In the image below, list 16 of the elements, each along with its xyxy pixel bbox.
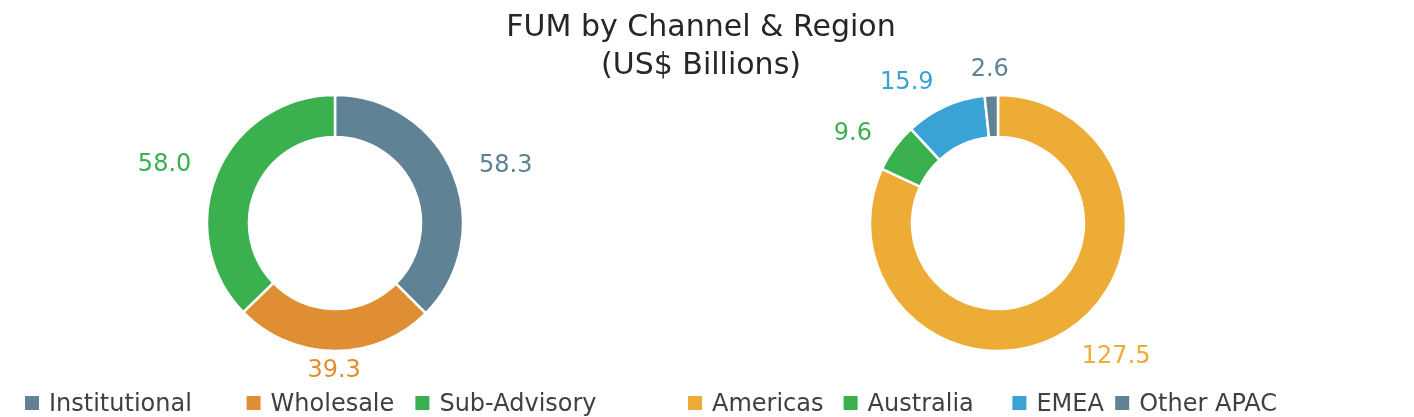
legend-label: EMEA [1036, 389, 1105, 417]
legend-label: Institutional [49, 389, 192, 417]
legend-label: Sub-Advisory [439, 389, 597, 417]
data-label: 2.6 [970, 53, 1009, 82]
legend-label: Australia [867, 389, 974, 417]
data-label: 15.9 [880, 67, 934, 96]
data-label: 58.0 [137, 148, 192, 177]
data-label: 58.3 [479, 149, 533, 178]
text: FUM by Channel & Region [506, 8, 896, 43]
legend-label: Other APAC [1139, 389, 1278, 417]
data-label: 39.3 [307, 355, 361, 384]
legend-label: Wholesale [270, 389, 395, 417]
legend-label: Americas [712, 389, 824, 417]
data-label: 127.5 [1081, 340, 1151, 369]
text: (US$ Billions) [601, 46, 801, 81]
data-label: 9.6 [833, 117, 872, 146]
